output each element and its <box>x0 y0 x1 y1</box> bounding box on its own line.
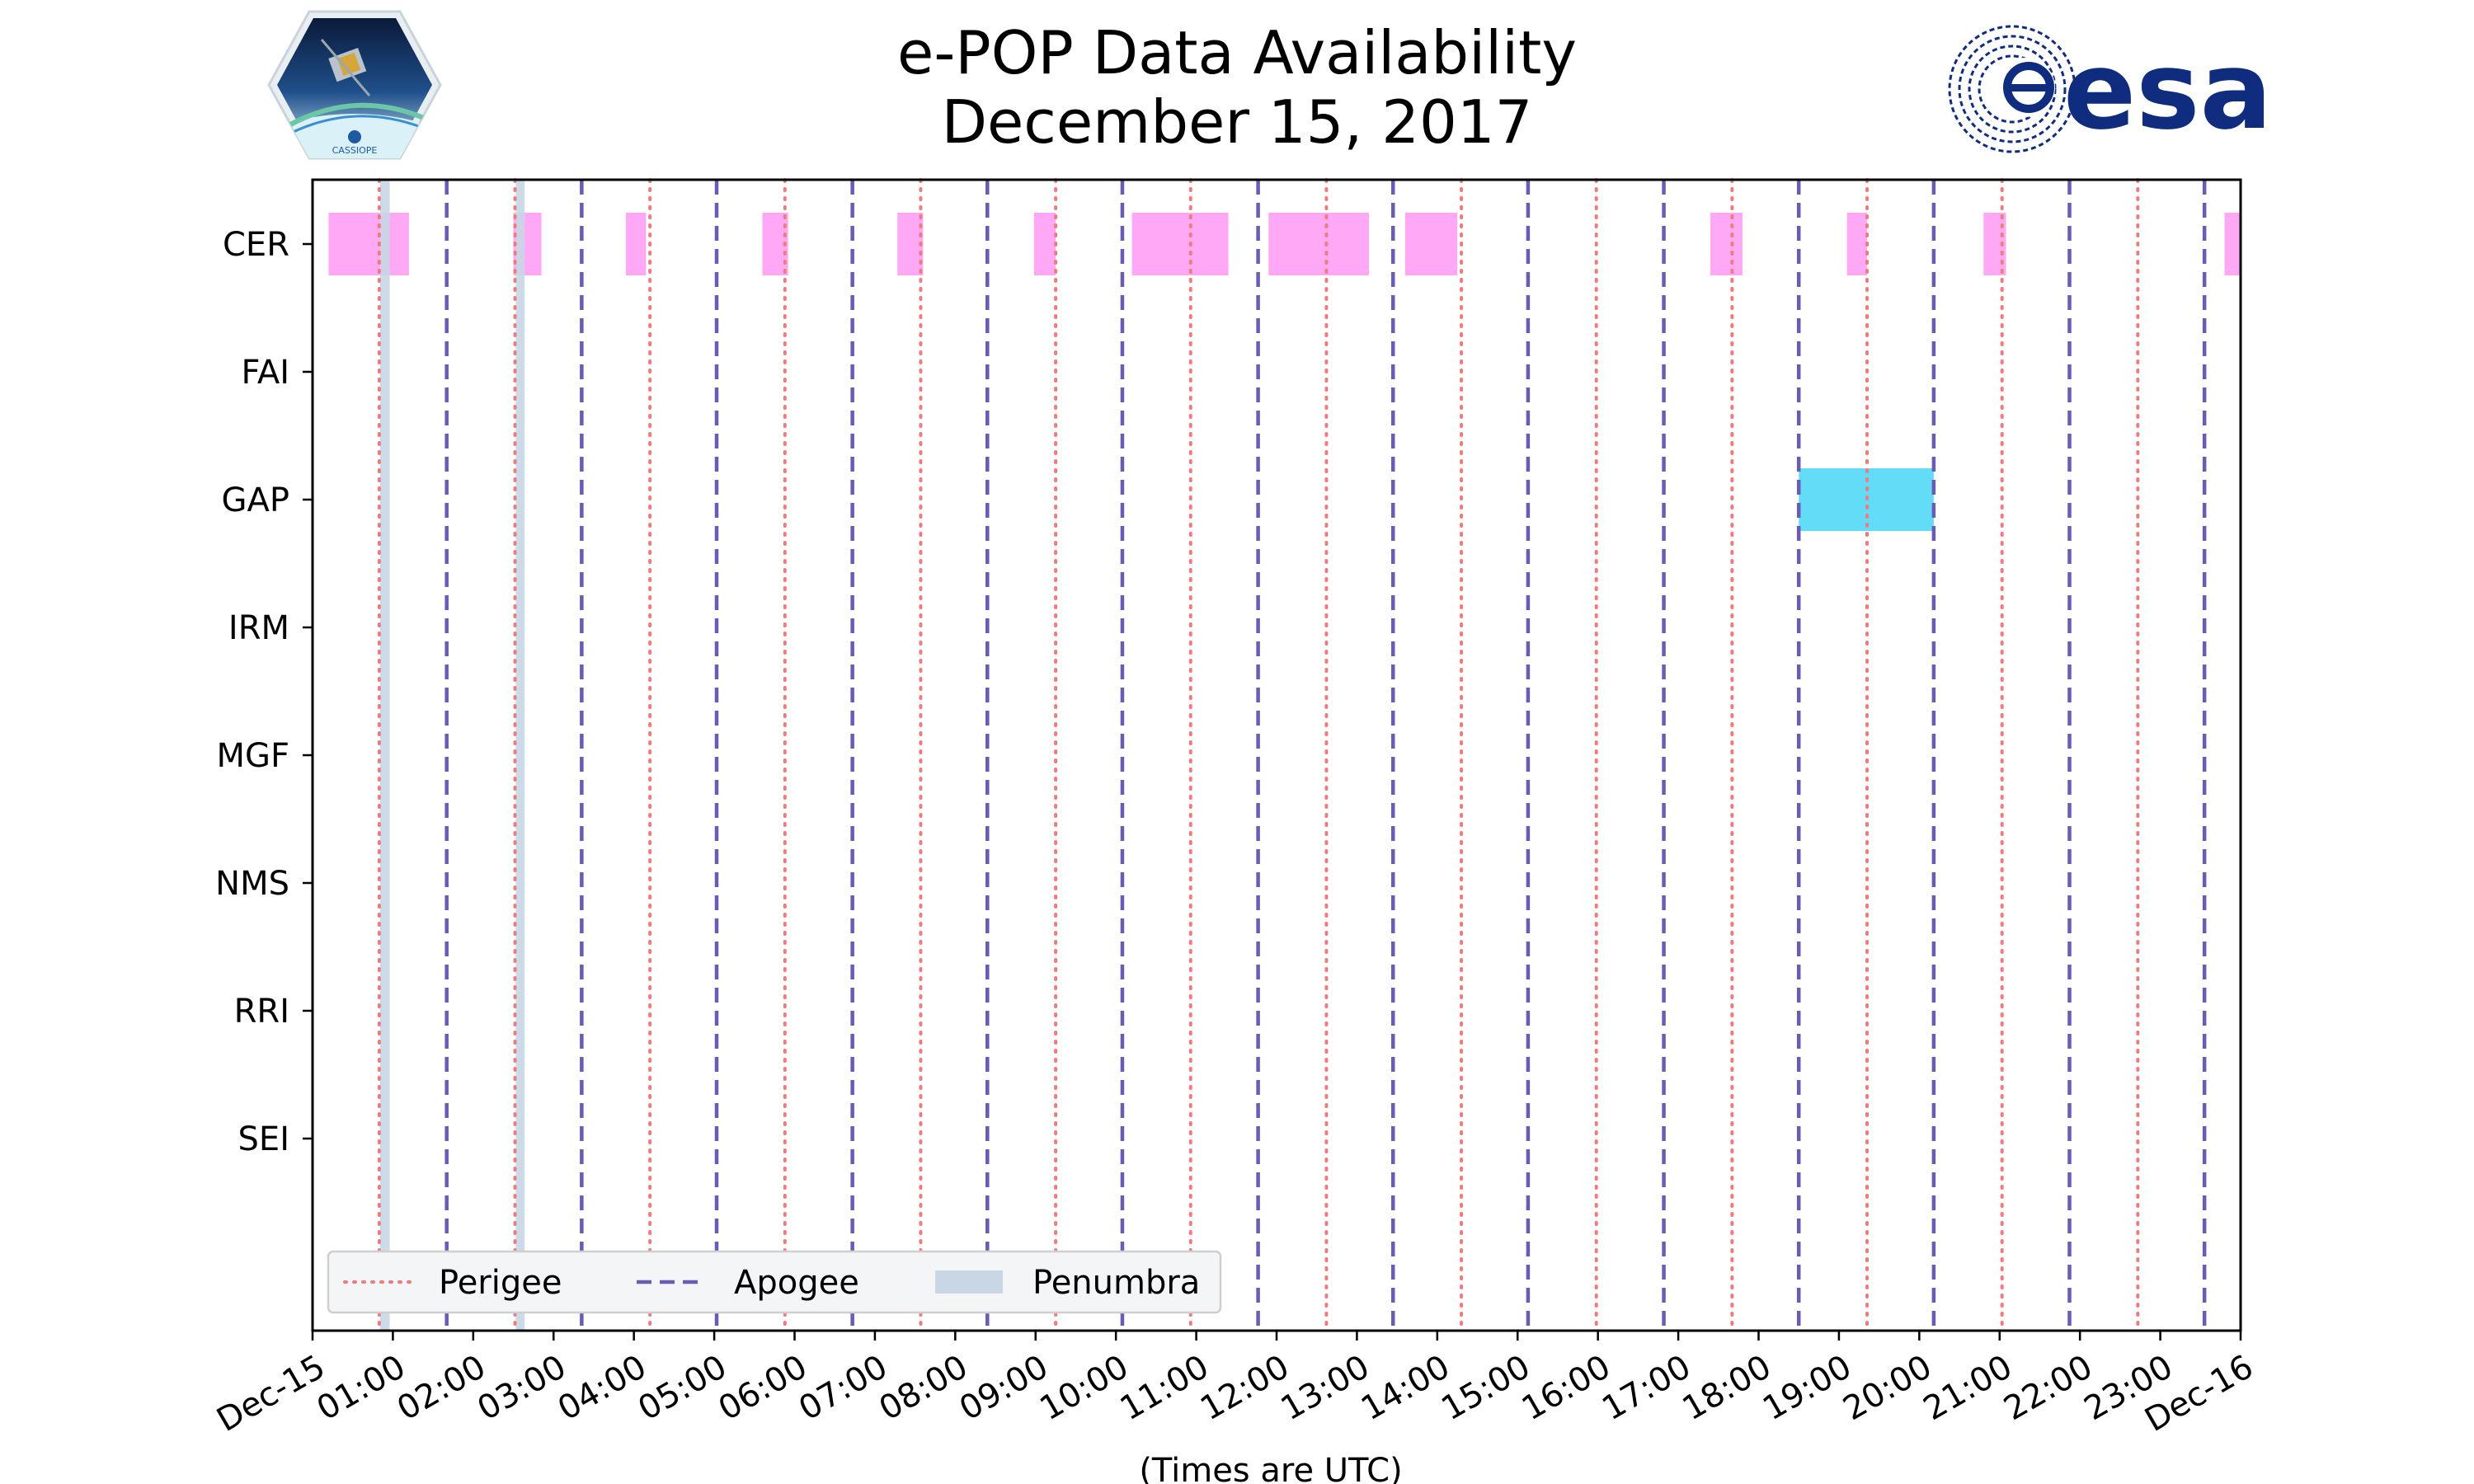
availability-bar-cer-8 <box>1404 213 1458 275</box>
x-tick-label-16: 16:00 <box>1516 1348 1617 1428</box>
plot-frame <box>311 178 2242 1332</box>
x-tick-label-6: 06:00 <box>713 1348 814 1428</box>
esa-logo: esa <box>1948 25 2272 153</box>
x-tick-label-9: 09:00 <box>953 1348 1055 1428</box>
availability-bar-cer-9 <box>1710 213 1743 275</box>
availability-bar-cer-0 <box>328 213 409 275</box>
availability-bar-cer-5 <box>1033 213 1056 275</box>
x-tick-label-4: 04:00 <box>552 1348 653 1428</box>
legend-swatch-penumbra <box>935 1270 1003 1294</box>
x-tick-label-13: 13:00 <box>1275 1348 1376 1428</box>
y-tick-label-mgf: MGF <box>216 737 289 775</box>
x-tick-label-5: 05:00 <box>632 1348 733 1428</box>
y-tick-label-gap: GAP <box>222 481 289 519</box>
chart-title: e-POP Data Availability <box>897 18 1577 87</box>
legend-label-penumbra: Penumbra <box>1032 1264 1200 1302</box>
x-tick-label-12: 12:00 <box>1194 1348 1296 1428</box>
legend-box <box>327 1250 1222 1314</box>
availability-bar-cer-10 <box>1846 213 1868 275</box>
y-tick-label-cer: CER <box>223 226 289 264</box>
x-axis-label: (Times are UTC) <box>1139 1452 1402 1484</box>
y-tick-label-nms: NMS <box>215 865 289 903</box>
x-tick-label-7: 07:00 <box>793 1348 894 1428</box>
x-tick-label-11: 11:00 <box>1114 1348 1216 1428</box>
x-tick-label-14: 14:00 <box>1355 1348 1456 1428</box>
availability-bar-cer-2 <box>625 213 647 275</box>
y-tick-label-sei: SEI <box>238 1120 289 1158</box>
x-tick-label-18: 18:00 <box>1677 1348 1778 1428</box>
penumbra-band-0 <box>379 180 390 1331</box>
availability-bar-cer-4 <box>897 213 924 275</box>
esa-logo-text: esa <box>2063 28 2272 153</box>
y-tick-label-irm: IRM <box>228 609 289 647</box>
x-tick-label-17: 17:00 <box>1596 1348 1697 1428</box>
y-tick-label-fai: FAI <box>242 354 290 392</box>
chart-subtitle: December 15, 2017 <box>941 87 1533 157</box>
legend: Perigee Apogee Penumbra <box>327 1250 1222 1314</box>
x-tick-label-20: 20:00 <box>1837 1348 1938 1428</box>
cassiope-logo: CASSIOPE <box>267 10 442 160</box>
legend-label-apogee: Apogee <box>734 1264 859 1302</box>
x-tick-label-15: 15:00 <box>1435 1348 1536 1428</box>
x-tick-label-19: 19:00 <box>1757 1348 1858 1428</box>
availability-bar-cer-12 <box>2224 213 2241 275</box>
x-tick-label-10: 10:00 <box>1033 1348 1135 1428</box>
x-tick-label-2: 02:00 <box>391 1348 492 1428</box>
penumbra-band-1 <box>515 180 525 1331</box>
x-tick-label-1: 01:00 <box>311 1348 412 1428</box>
availability-bar-cer-7 <box>1268 213 1370 275</box>
plot-area: CERFAIGAPIRMMGFNMSRRISEIDec-1501:0002:00… <box>210 178 2260 1484</box>
availability-bar-cer-6 <box>1131 213 1229 275</box>
y-tick-label-rri: RRI <box>234 993 289 1031</box>
x-tick-label-3: 03:00 <box>471 1348 572 1428</box>
legend-label-perigee: Perigee <box>439 1264 562 1302</box>
x-tick-label-8: 08:00 <box>872 1348 974 1428</box>
cassiope-logo-text: CASSIOPE <box>332 145 378 156</box>
x-tick-label-22: 22:00 <box>1997 1348 2099 1428</box>
x-tick-label-21: 21:00 <box>1917 1348 2019 1428</box>
